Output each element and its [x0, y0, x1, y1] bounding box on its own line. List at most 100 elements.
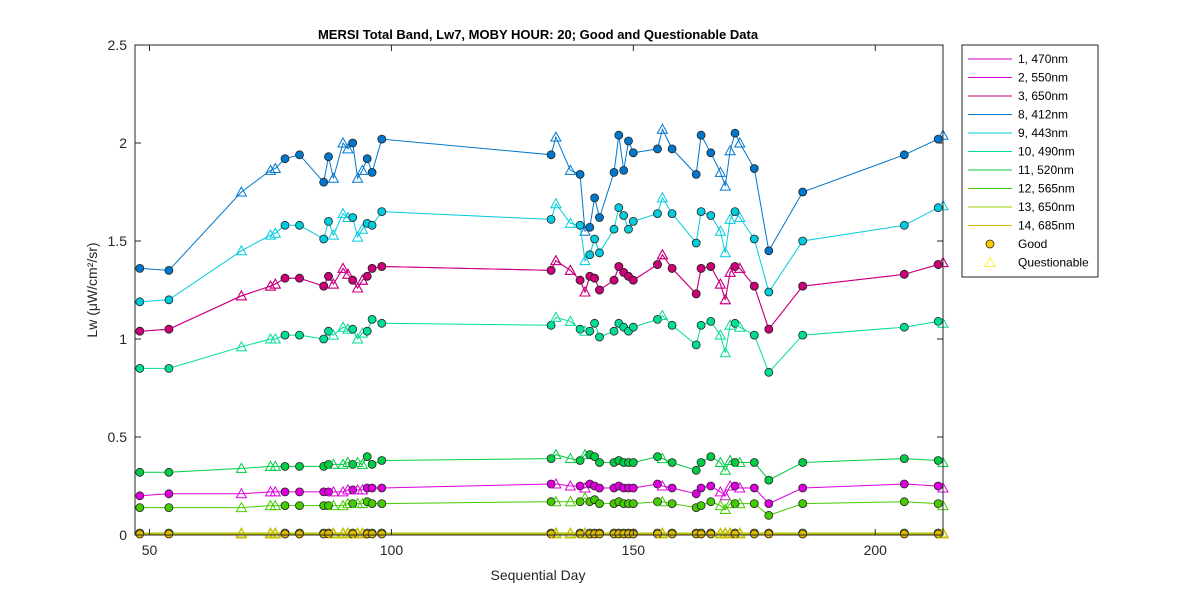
- good-point: [764, 246, 774, 256]
- legend-label: 10, 490nm: [1018, 145, 1075, 159]
- questionable-point: [337, 499, 349, 511]
- questionable-point: [564, 495, 577, 507]
- series-10: [135, 527, 949, 539]
- good-point: [696, 501, 706, 511]
- questionable-point: [356, 164, 369, 175]
- questionable-point: [714, 485, 727, 497]
- series-6: [135, 309, 949, 377]
- good-point: [749, 164, 759, 173]
- questionable-point: [269, 499, 282, 511]
- series-4: [135, 123, 949, 275]
- questionable-point: [724, 144, 736, 156]
- good-point: [749, 330, 759, 340]
- good-point: [653, 260, 662, 269]
- good-point: [595, 285, 604, 295]
- questionable-point: [351, 172, 364, 183]
- good-point: [730, 207, 740, 217]
- good-point: [324, 152, 333, 162]
- good-point: [628, 216, 638, 226]
- series-7: [135, 448, 949, 485]
- good-point: [164, 529, 174, 539]
- good-point: [546, 214, 556, 224]
- good-point: [280, 220, 290, 230]
- good-point: [280, 330, 290, 340]
- good-point: [706, 497, 716, 507]
- questionable-point: [327, 172, 340, 183]
- good-point: [696, 320, 706, 330]
- questionable-point: [937, 527, 949, 539]
- questionable-point: [269, 162, 282, 173]
- questionable-point: [342, 142, 354, 154]
- good-point: [135, 467, 145, 477]
- questionable-point: [269, 278, 282, 289]
- good-point: [696, 130, 706, 140]
- good-point: [295, 487, 304, 497]
- good-point: [135, 503, 145, 513]
- questionable-point: [327, 229, 340, 240]
- good-point: [624, 136, 633, 146]
- questionable-point: [269, 460, 282, 471]
- good-point: [706, 316, 716, 326]
- good-point: [706, 211, 716, 220]
- questionable-point: [724, 213, 736, 224]
- good-point: [367, 529, 377, 539]
- good-point: [324, 216, 333, 226]
- questionable-point: [733, 527, 746, 539]
- good-point: [691, 340, 701, 350]
- good-point: [164, 467, 174, 477]
- good-point: [899, 479, 909, 489]
- good-point: [362, 271, 372, 281]
- good-point: [295, 273, 304, 283]
- questionable-point: [714, 499, 727, 511]
- series-line: [139, 253, 944, 332]
- questionable-point: [235, 289, 248, 301]
- good-point: [164, 503, 174, 513]
- good-point: [164, 295, 174, 305]
- good-point: [348, 213, 358, 222]
- questionable-point: [269, 527, 282, 539]
- good-point: [798, 458, 808, 467]
- questionable-point: [550, 131, 562, 142]
- good-point: [595, 499, 604, 509]
- questionable-point: [351, 281, 364, 293]
- questionable-point: [714, 166, 727, 177]
- good-point: [764, 529, 774, 539]
- good-point: [798, 330, 808, 340]
- series-line: [139, 314, 944, 374]
- series-line: [139, 196, 944, 303]
- questionable-point: [269, 227, 282, 238]
- series-1: [135, 248, 949, 336]
- good-point: [691, 238, 701, 248]
- good-point: [280, 273, 290, 283]
- questionable-point: [337, 458, 349, 469]
- questionable-point: [342, 268, 354, 279]
- questionable-point: [327, 499, 340, 511]
- good-point: [730, 128, 740, 138]
- questionable-point: [714, 278, 727, 289]
- questionable-point: [714, 329, 727, 340]
- good-point: [899, 497, 909, 507]
- good-point: [667, 263, 677, 273]
- questionable-point: [656, 479, 669, 491]
- questionable-point: [269, 485, 282, 497]
- good-point: [609, 167, 619, 177]
- questionable-point: [356, 223, 369, 234]
- good-point: [280, 529, 290, 539]
- good-point: [575, 275, 585, 285]
- y-tick-label: 1.5: [108, 233, 128, 249]
- good-point: [135, 529, 145, 539]
- questionable-point: [733, 211, 746, 222]
- questionable-point: [235, 487, 248, 499]
- questionable-point: [564, 452, 577, 464]
- good-point: [585, 326, 595, 336]
- questionable-point: [656, 452, 669, 464]
- series-line: [139, 497, 944, 516]
- questionable-point: [564, 217, 577, 228]
- good-point: [899, 269, 909, 279]
- good-point: [899, 454, 909, 464]
- good-point: [619, 211, 629, 220]
- x-tick-label: 100: [380, 542, 404, 558]
- questionable-point: [564, 315, 577, 326]
- good-point: [348, 324, 358, 334]
- good-point: [590, 452, 599, 462]
